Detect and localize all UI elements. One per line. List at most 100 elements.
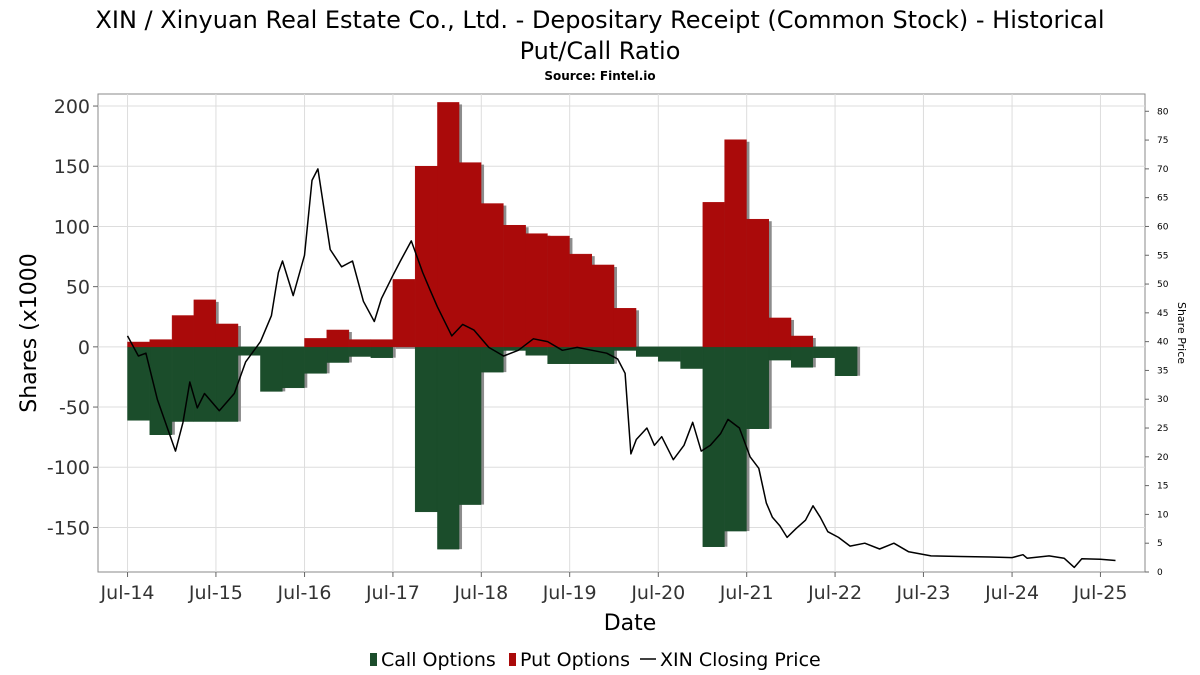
call-bar [370, 346, 393, 358]
put-bar [348, 339, 371, 348]
x-tick-label: Jul-14 [100, 582, 155, 604]
legend-swatch-calls [370, 653, 377, 666]
chart-title: XIN / Xinyuan Real Estate Co., Ltd. - De… [95, 6, 1104, 34]
price-line-group [126, 168, 1116, 569]
call-bar [414, 346, 438, 513]
call-bar [282, 346, 305, 389]
y2-tick-label: 50 [1157, 280, 1169, 290]
y-tick-label: -100 [47, 457, 90, 479]
x-axis-ticks: Jul-14 Jul-15 Jul-16 Jul-17 Jul-18 Jul-19 Jul-… [100, 572, 1127, 604]
y2-tick-label: 80 [1157, 107, 1169, 117]
call-bar [481, 346, 504, 373]
call-bar [636, 346, 659, 357]
y2-tick-label: 70 [1157, 165, 1169, 175]
y-tick-label: 50 [66, 277, 90, 299]
put-bar [215, 323, 239, 348]
call-bar [193, 346, 216, 422]
call-bar [304, 346, 327, 374]
y2-tick-label: 65 [1157, 194, 1168, 204]
x-tick-label: Jul-18 [453, 582, 508, 604]
put-bar [171, 315, 194, 348]
y2-tick-label: 35 [1157, 366, 1168, 376]
put-bar [790, 335, 814, 348]
y2-tick-label: 10 [1157, 510, 1169, 520]
call-bar [680, 346, 703, 369]
put-bar [569, 253, 592, 348]
call-bar [834, 346, 858, 376]
call-bar [613, 346, 637, 351]
put-bar [503, 224, 526, 348]
y2-tick-label: 20 [1157, 453, 1169, 463]
left-axis-ticks: 200 150 100 50 0 -50 -100 -150 [47, 96, 98, 539]
put-bar [304, 338, 327, 348]
put-bar [613, 308, 637, 348]
call-bar [260, 346, 283, 392]
put-bar [547, 235, 570, 348]
call-bar [790, 346, 814, 368]
put-bar [392, 279, 416, 348]
y2-tick-label: 30 [1157, 395, 1169, 405]
call-bar [658, 346, 681, 362]
call-bar [746, 346, 769, 429]
call-bar [768, 346, 792, 361]
y2-tick-label: 0 [1157, 568, 1163, 578]
put-bar [193, 299, 216, 348]
price-line [126, 168, 1116, 569]
x-tick-label: Jul-24 [984, 582, 1039, 604]
x-tick-label: Jul-19 [542, 582, 597, 604]
y2-tick-label: 40 [1157, 338, 1169, 348]
y2-tick-label: 75 [1157, 136, 1168, 146]
y2-axis-label: Share Price [1175, 302, 1188, 364]
x-tick-label: Jul-21 [719, 582, 774, 604]
put-bar [370, 339, 393, 348]
legend-label-price: XIN Closing Price [660, 649, 821, 671]
x-tick-label: Jul-15 [188, 582, 243, 604]
x-tick-label: Jul-20 [630, 582, 685, 604]
y-tick-label: -50 [59, 397, 90, 419]
x-tick-label: Jul-17 [365, 582, 420, 604]
y-tick-label: 100 [54, 216, 90, 238]
x-tick-label: Jul-16 [277, 582, 332, 604]
y2-tick-label: 15 [1157, 482, 1168, 492]
call-bar [237, 346, 261, 356]
y-tick-label: 0 [78, 337, 90, 359]
x-tick-label: Jul-22 [807, 582, 862, 604]
y2-tick-label: 55 [1157, 251, 1168, 261]
put-bar [525, 233, 548, 348]
x-axis-label: Date [604, 611, 657, 636]
call-bar [459, 346, 482, 505]
put-bar [591, 264, 615, 348]
chart-subtitle: Source: Fintel.io [544, 69, 655, 83]
y-tick-label: 150 [54, 156, 90, 178]
put-bar [768, 317, 792, 348]
put-option-bars [127, 102, 814, 348]
y2-tick-label: 45 [1157, 309, 1168, 319]
y-tick-label: -150 [47, 517, 90, 539]
x-tick-label: Jul-23 [895, 582, 950, 604]
legend: Call Options Put Options XIN Closing Pri… [370, 649, 821, 671]
call-bar [326, 346, 350, 363]
call-bar [149, 346, 173, 435]
call-bar [437, 346, 460, 550]
y2-tick-label: 60 [1157, 222, 1169, 232]
legend-swatch-puts [509, 653, 516, 666]
put-bar [326, 329, 350, 348]
chart-title-line2: Put/Call Ratio [520, 37, 681, 65]
put-bar [149, 339, 173, 348]
call-bar [812, 346, 836, 358]
put-bar [746, 218, 769, 348]
put-bar [414, 165, 438, 348]
put-bar [459, 162, 482, 348]
x-tick-label: Jul-25 [1072, 582, 1127, 604]
call-bar [127, 346, 150, 421]
put-bar [437, 102, 460, 348]
legend-label-puts: Put Options [520, 649, 630, 671]
call-bar [348, 346, 371, 357]
put-bar [481, 203, 504, 348]
put-bar [702, 202, 725, 348]
y2-tick-label: 5 [1157, 539, 1163, 549]
call-bar [525, 346, 548, 356]
legend-label-calls: Call Options [381, 649, 496, 671]
